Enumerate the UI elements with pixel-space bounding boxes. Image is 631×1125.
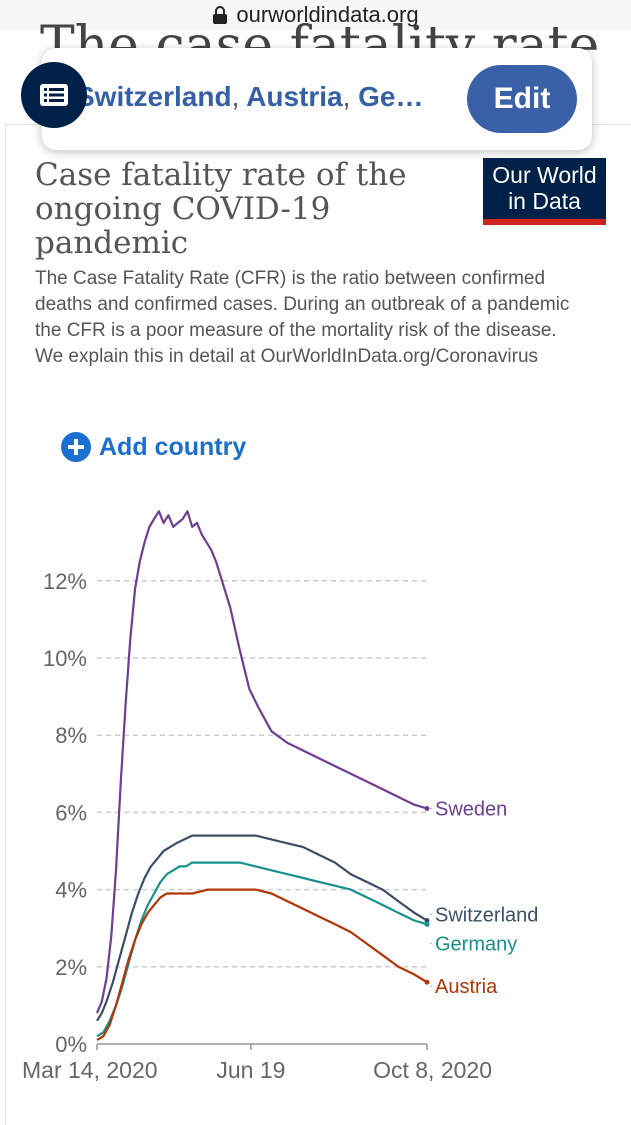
list-button[interactable] — [21, 62, 87, 128]
y-tick-label: 4% — [55, 878, 87, 903]
country-truncated: Ge… — [358, 81, 424, 112]
series-line-switzerland — [96, 834, 428, 1022]
country-separator: , — [342, 81, 351, 112]
series-line-germany — [96, 861, 428, 1038]
series-label-switzerland: Switzerland — [435, 904, 538, 926]
series-end-point-sweden — [424, 806, 430, 812]
country-switzerland: Switzerland — [76, 81, 232, 112]
x-tick-label: Mar 14, 2020 — [22, 1057, 158, 1083]
series-end-point-germany — [424, 921, 430, 927]
add-country-button[interactable]: Add country — [61, 432, 246, 462]
add-country-label: Add country — [99, 432, 247, 461]
list-icon — [40, 84, 68, 106]
edit-button[interactable]: Edit — [467, 65, 577, 133]
url-text: ourworldindata.org — [236, 2, 419, 27]
lock-icon — [213, 6, 228, 24]
y-tick-label: 10% — [43, 646, 87, 671]
selected-countries[interactable]: Switzerland, Austria, Ge… — [76, 81, 424, 113]
series-line-austria — [96, 888, 428, 1042]
country-austria: Austria — [246, 81, 343, 112]
series-label-germany: Germany — [435, 933, 517, 955]
background-page-title: The case fatality rate — [40, 16, 600, 50]
logo-line-1: Our World — [492, 162, 597, 188]
x-tick-label: Oct 8, 2020 — [373, 1057, 492, 1083]
y-tick-label: 12% — [43, 569, 87, 594]
series-label-sweden: Sweden — [435, 799, 507, 821]
series-line-sweden — [95, 510, 428, 1014]
logo-line-2: in Data — [508, 188, 581, 214]
plus-circle-icon — [61, 432, 91, 462]
series-label-austria: Austria — [435, 976, 498, 998]
series-end-point-austria — [424, 979, 430, 985]
country-separator: , — [231, 81, 240, 112]
chart-title: Case fatality rate of the ongoing COVID-… — [35, 157, 407, 261]
series-end-point-switzerland — [424, 917, 430, 923]
y-tick-label: 2% — [55, 955, 87, 980]
y-tick-label: 8% — [55, 723, 87, 748]
y-tick-label: 6% — [55, 800, 87, 825]
owid-logo[interactable]: Our World in Data — [483, 158, 606, 225]
address-bar[interactable]: ourworldindata.org — [0, 0, 631, 30]
chart-subtitle: The Case Fatality Rate (CFR) is the rati… — [35, 268, 570, 367]
y-tick-label: 0% — [55, 1032, 87, 1057]
x-tick-label: Jun 19 — [216, 1057, 285, 1083]
line-chart: 0% 2% 4% 6% 8% 10% 12% Mar 14, 2020 Jun 19 Oct 8,… — [22, 510, 538, 1083]
